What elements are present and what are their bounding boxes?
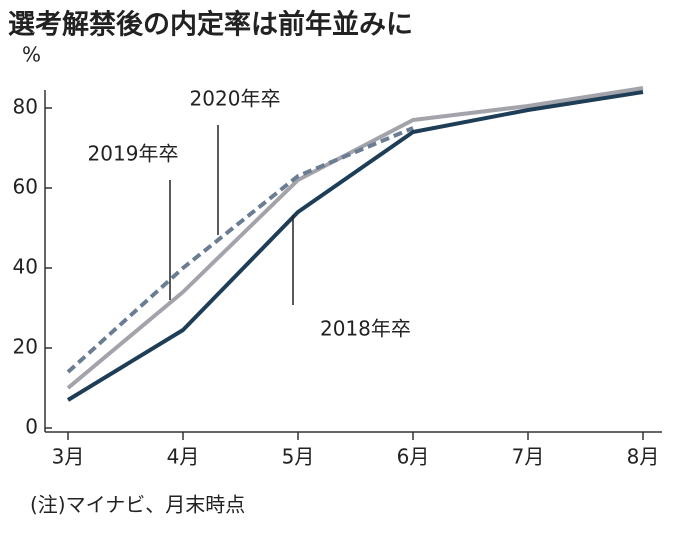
x-tick-label: 7月 (512, 445, 545, 469)
y-tick-label: 80 (13, 95, 38, 119)
note: (注)マイナビ、月末時点 (30, 493, 245, 517)
series-label: 2018年卒 (320, 317, 411, 341)
y-tick-label: 20 (13, 335, 38, 359)
y-tick-label: 60 (13, 175, 38, 199)
y-tick-label: 0 (25, 415, 38, 439)
y-unit: % (22, 43, 41, 67)
x-tick-label: 8月 (627, 445, 660, 469)
series-line (66, 86, 644, 390)
x-tick-label: 3月 (52, 445, 85, 469)
series-line (66, 126, 414, 374)
x-tick-label: 6月 (397, 445, 430, 469)
series-line (66, 90, 644, 402)
x-tick-label: 4月 (167, 445, 200, 469)
x-tick-label: 5月 (282, 445, 315, 469)
chart-title: 選考解禁後の内定率は前年並みに (8, 9, 413, 41)
series-label: 2019年卒 (88, 142, 179, 166)
y-tick-label: 40 (13, 255, 38, 279)
series-label: 2020年卒 (190, 87, 281, 111)
